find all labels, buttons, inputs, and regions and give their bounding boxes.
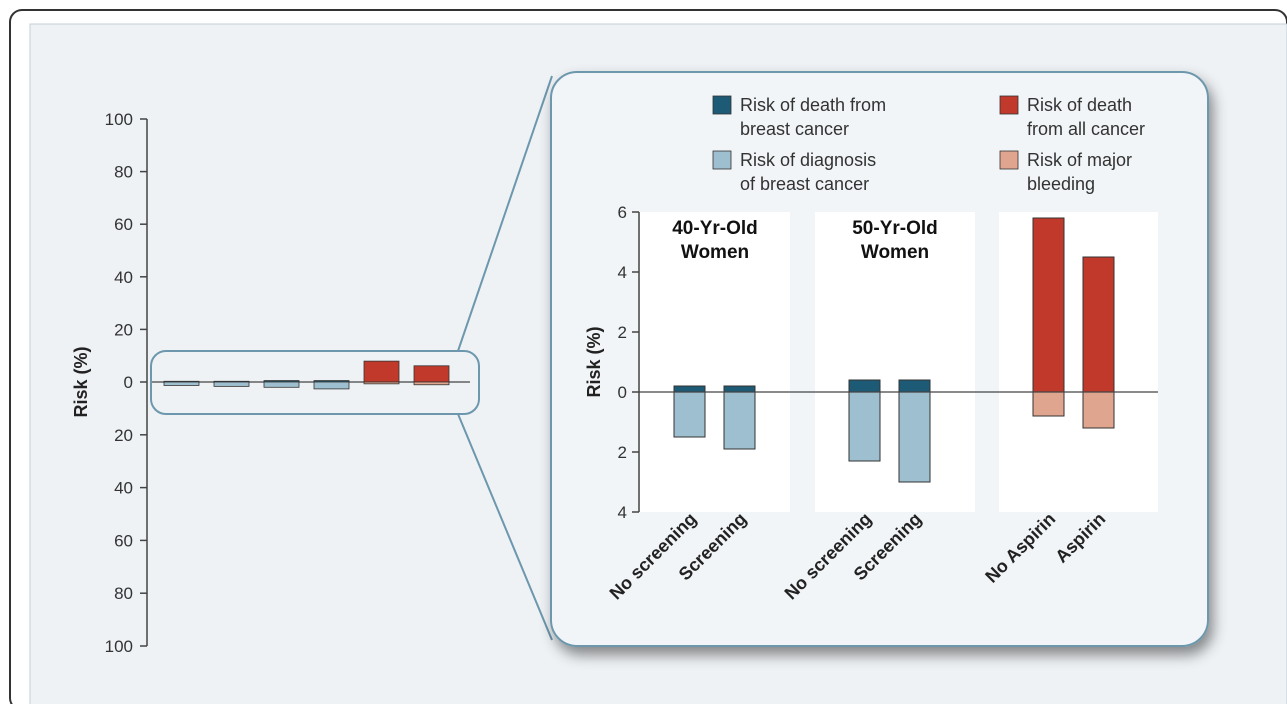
bar-down (673, 391, 706, 438)
legend: Risk of death from breast cancer Risk of d… (712, 95, 1145, 194)
zoomed-tick-label: 4 (618, 503, 627, 522)
bar-up (673, 385, 706, 393)
overview-tick-label: 80 (114, 163, 133, 182)
overview-y-axis-title: Risk (%) (71, 346, 91, 417)
zoomed-panel: Risk of death from breast cancer Risk of d… (550, 71, 1209, 647)
zoomed-y-ticks: 6 4 2 0 2 4 (618, 203, 639, 522)
legend-label: Risk of death (1027, 95, 1132, 115)
bar-up (848, 379, 881, 393)
legend-swatch (999, 95, 1019, 115)
overview-tick-label: 60 (114, 215, 133, 234)
overview-bar (363, 360, 400, 383)
overview-tick-label: 40 (114, 479, 133, 498)
zoomed-tick-label: 4 (618, 263, 627, 282)
bar-up (723, 385, 756, 393)
overview-bar (313, 381, 350, 390)
legend-label: breast cancer (740, 119, 849, 139)
overview-tick-label: 20 (114, 426, 133, 445)
bar-up (1082, 256, 1115, 393)
legend-label: bleeding (1027, 174, 1095, 194)
overview-tick-label: 40 (114, 268, 133, 287)
legend-swatch (999, 150, 1019, 170)
overview-chart: Risk (%) 100 80 60 40 20 0 20 40 60 80 100 (71, 110, 480, 656)
bar-down (723, 391, 756, 450)
overview-bar (213, 381, 250, 387)
zoomed-tick-label: 2 (618, 323, 627, 342)
group-title: Women (681, 242, 749, 263)
bar-up (898, 379, 931, 393)
zoomed-tick-label: 2 (618, 443, 627, 462)
legend-swatch (712, 95, 732, 115)
group-title: 40-Yr-Old (672, 218, 758, 239)
group-backgrounds (640, 212, 1158, 512)
overview-tick-label: 60 (114, 531, 133, 550)
group-title: Women (861, 242, 929, 263)
group-titles: 40-Yr-Old Women 50-Yr-Old Women (672, 218, 938, 263)
overview-bar (413, 365, 450, 383)
zoom-connector-bottom (457, 413, 553, 641)
zoom-connector-top (457, 75, 553, 352)
overview-tick-label: 0 (124, 373, 133, 392)
zoomed-y-axis-title: Risk (%) (584, 326, 604, 397)
overview-bar (163, 381, 200, 386)
overview-bar (363, 381, 400, 385)
bar-up (1032, 217, 1065, 393)
group-background (640, 212, 790, 512)
overview-tick-label: 80 (114, 584, 133, 603)
zoomed-bars (673, 217, 1115, 483)
zoomed-tick-label: 0 (618, 383, 627, 402)
group-background (999, 212, 1158, 512)
group-title: 50-Yr-Old (852, 218, 938, 239)
legend-label: of breast cancer (740, 174, 869, 194)
bar-down (1032, 391, 1065, 417)
legend-label: Risk of death from (740, 95, 886, 115)
overview-y-ticks: 100 80 60 40 20 0 20 40 60 80 100 (105, 110, 147, 656)
bar-down (1082, 391, 1115, 429)
overview-bar (413, 381, 450, 386)
overview-bars (163, 360, 450, 390)
legend-label: from all cancer (1027, 119, 1145, 139)
overview-bar (263, 381, 300, 388)
overview-tick-label: 100 (105, 637, 133, 656)
zoomed-tick-label: 6 (618, 203, 627, 222)
legend-label: Risk of diagnosis (740, 150, 876, 170)
overview-tick-label: 100 (105, 110, 133, 129)
bar-down (848, 391, 881, 462)
overview-tick-label: 20 (114, 320, 133, 339)
group-background (815, 212, 975, 512)
legend-label: Risk of major (1027, 150, 1132, 170)
overview-zoom-box (150, 350, 480, 415)
bar-down (898, 391, 931, 483)
legend-swatch (712, 150, 732, 170)
